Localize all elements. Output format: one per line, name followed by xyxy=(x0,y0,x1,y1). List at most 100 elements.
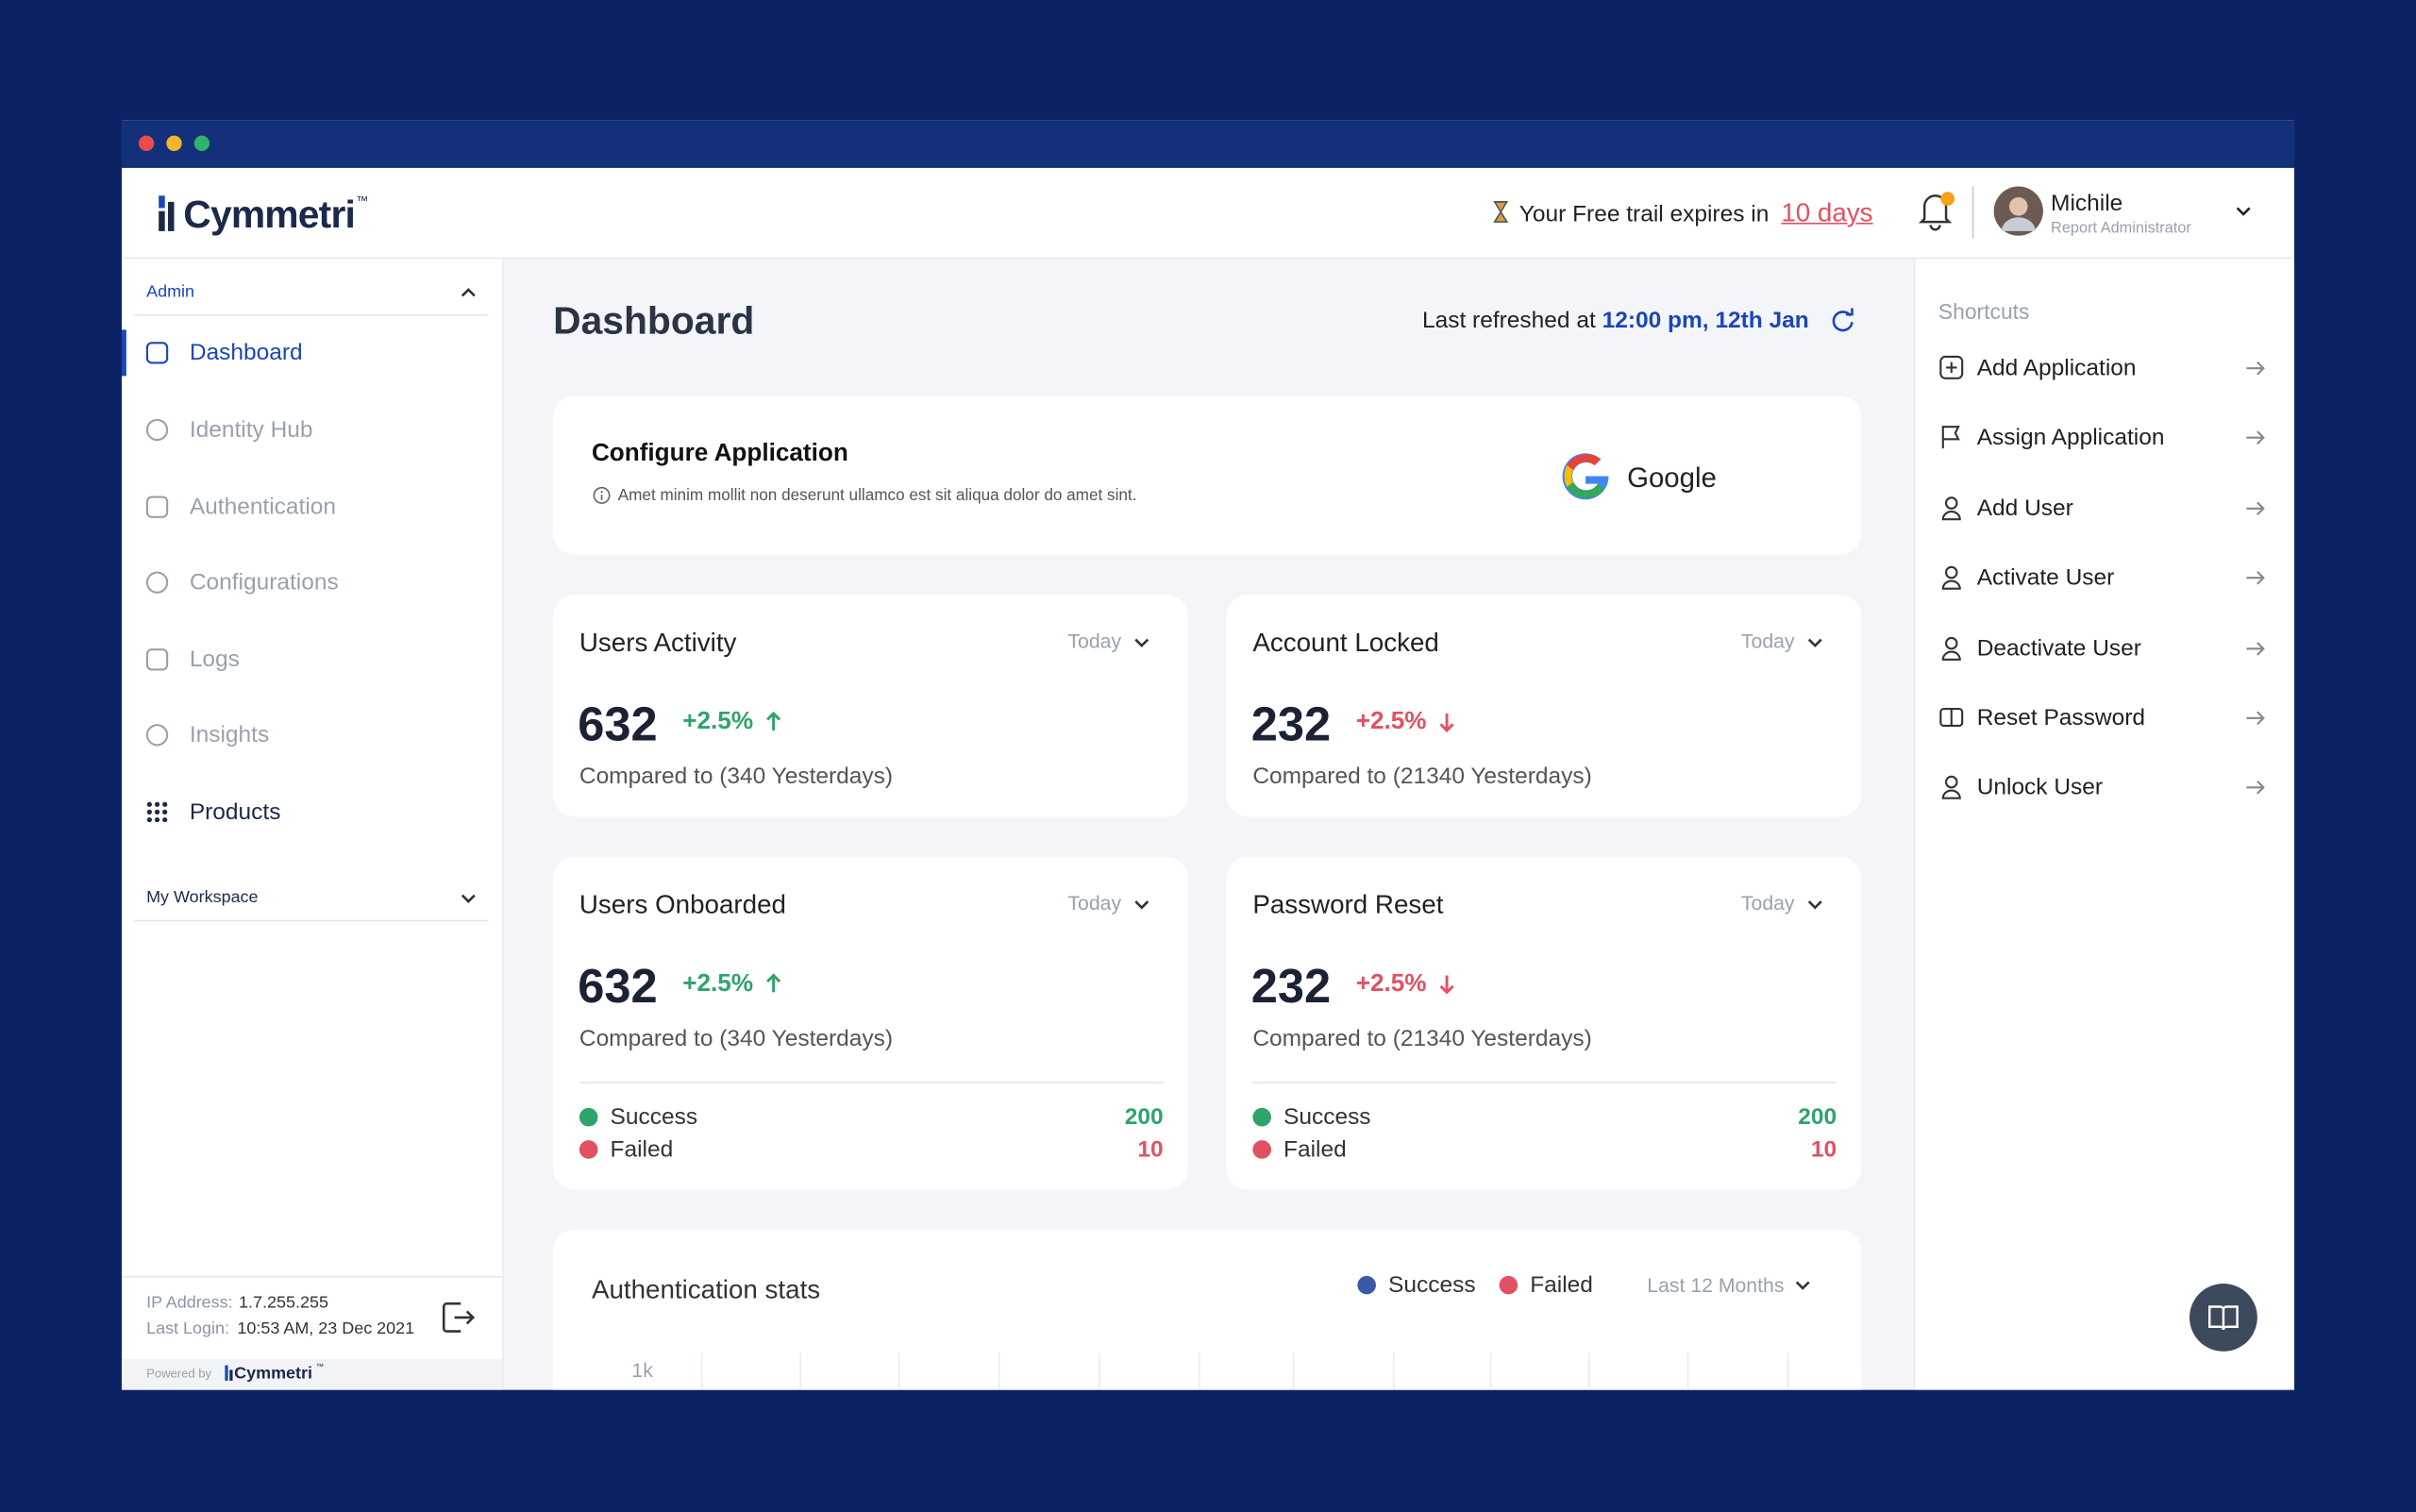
stat-card xyxy=(553,856,1188,1190)
shortcut-arrow[interactable] xyxy=(2246,361,2265,376)
provider-name[interactable]: Google xyxy=(1627,462,1717,494)
active-indicator xyxy=(121,329,126,377)
last-refreshed: Last refreshed at 12:00 pm, 12th Jan xyxy=(1422,309,1809,331)
compared-text: Compared to (21340 Yesterdays) xyxy=(1252,1025,1592,1052)
trend-arrow xyxy=(766,711,781,731)
grid-line xyxy=(1588,1352,1590,1390)
trend-arrow xyxy=(1439,975,1454,995)
failed-count: 10 xyxy=(1137,1136,1164,1163)
shortcut-item[interactable]: Add User xyxy=(1976,495,2073,522)
shortcuts-panel xyxy=(1913,259,2295,1390)
shortcut-arrow[interactable] xyxy=(2246,501,2265,516)
period-toggle[interactable] xyxy=(1134,899,1149,910)
shortcut-icon xyxy=(1941,426,1960,449)
period-dropdown[interactable]: Today xyxy=(1740,629,1795,653)
logo-text: Cymmetri xyxy=(183,193,356,237)
shortcut-item[interactable]: Activate User xyxy=(1976,564,2115,592)
shortcut-item[interactable]: Reset Password xyxy=(1976,704,2146,731)
browser-window: Cymmetri ™ Your Free trail expires in 10 da… xyxy=(121,120,2295,1390)
shortcut-arrow[interactable] xyxy=(2246,780,2265,795)
shortcut-icon xyxy=(1939,707,1964,728)
sidebar xyxy=(121,259,504,1390)
separator xyxy=(134,314,489,316)
user-name: Michile xyxy=(2051,190,2123,217)
user-menu-toggle[interactable] xyxy=(2236,207,2251,216)
nav-item[interactable]: Dashboard xyxy=(189,340,303,366)
stat-value: 232 xyxy=(1250,697,1332,751)
shortcut-arrow[interactable] xyxy=(2246,641,2265,656)
grid-line xyxy=(1489,1352,1492,1390)
trend-arrow xyxy=(766,973,781,993)
info-icon xyxy=(593,486,611,504)
period-toggle[interactable] xyxy=(1134,638,1149,647)
nav-item[interactable]: Configurations xyxy=(189,569,339,596)
stat-change: +2.5% xyxy=(1355,970,1427,998)
legend-dot xyxy=(1357,1275,1376,1295)
period-dropdown[interactable]: Last 12 Months xyxy=(1647,1273,1785,1297)
card-title: Users Activity xyxy=(579,628,737,658)
period-toggle[interactable] xyxy=(1807,899,1822,910)
nav-item[interactable]: Authentication xyxy=(189,494,337,521)
powered-trademark: ™ xyxy=(315,1363,324,1372)
shortcut-arrow[interactable] xyxy=(2246,711,2265,726)
grid-line xyxy=(898,1352,900,1390)
period-dropdown[interactable]: Today xyxy=(1067,629,1122,653)
separator xyxy=(121,1275,503,1278)
stat-change: +2.5% xyxy=(1355,709,1427,735)
card-title: Password Reset xyxy=(1252,889,1444,919)
nav-icon xyxy=(145,496,169,518)
trial-days[interactable]: 10 days xyxy=(1781,197,1873,227)
page-title: Dashboard xyxy=(553,299,755,344)
workspace-label[interactable]: My Workspace xyxy=(146,888,259,907)
legend-label[interactable]: Failed xyxy=(1530,1271,1593,1299)
workspace-expand[interactable] xyxy=(461,894,476,903)
failed-dot xyxy=(579,1140,598,1159)
shortcut-icon xyxy=(1941,496,1961,521)
shortcut-item[interactable]: Assign Application xyxy=(1976,424,2165,451)
nav-item[interactable]: Logs xyxy=(189,646,240,673)
shortcut-item[interactable]: Unlock User xyxy=(1976,774,2104,801)
stat-card xyxy=(1226,595,1862,817)
section-collapse[interactable] xyxy=(461,288,476,297)
powered-logo-icon xyxy=(225,1365,233,1381)
content: Cymmetri ™ Your Free trail expires in 10 da… xyxy=(121,120,2294,1390)
shortcut-item[interactable]: Add Application xyxy=(1976,355,2137,382)
grid-line xyxy=(1787,1352,1789,1390)
shortcut-icon xyxy=(1941,636,1961,661)
period-toggle[interactable] xyxy=(1795,1281,1810,1290)
refresh-button[interactable] xyxy=(1831,308,1855,333)
powered-bar xyxy=(121,1359,503,1390)
compared-text: Compared to (340 Yesterdays) xyxy=(579,763,894,790)
stat-card xyxy=(553,595,1188,817)
shortcut-icon xyxy=(1939,355,1964,379)
login-label: Last Login: xyxy=(146,1319,229,1338)
period-toggle[interactable] xyxy=(1807,638,1822,647)
shortcut-arrow[interactable] xyxy=(2246,430,2265,445)
grid-line xyxy=(1292,1352,1295,1390)
separator xyxy=(1252,1082,1837,1084)
card-title: Account Locked xyxy=(1252,628,1439,658)
help-book-button[interactable] xyxy=(2190,1284,2257,1352)
notification-bell[interactable] xyxy=(1918,191,1955,231)
nav-item[interactable]: Identity Hub xyxy=(189,416,313,444)
shortcut-arrow[interactable] xyxy=(2246,570,2265,585)
logo-trademark: ™ xyxy=(356,193,369,209)
trend-arrow xyxy=(1439,713,1454,732)
success-label: Success xyxy=(1284,1103,1371,1131)
stat-change: +2.5% xyxy=(682,709,754,735)
period-dropdown[interactable]: Today xyxy=(1740,891,1795,915)
stat-value: 232 xyxy=(1250,959,1332,1014)
nav-item[interactable]: Products xyxy=(189,798,281,826)
success-count: 200 xyxy=(1798,1103,1837,1131)
user-avatar[interactable] xyxy=(1993,186,2043,236)
period-dropdown[interactable]: Today xyxy=(1067,891,1122,915)
google-logo[interactable] xyxy=(1559,450,1612,503)
nav-item[interactable]: Insights xyxy=(189,721,270,748)
logout-button[interactable] xyxy=(441,1299,478,1336)
title-bar xyxy=(121,120,2295,168)
shortcut-item[interactable]: Deactivate User xyxy=(1976,635,2141,663)
login-value: 10:53 AM, 23 Dec 2021 xyxy=(237,1319,415,1338)
legend-label[interactable]: Success xyxy=(1388,1271,1476,1299)
refreshed-label: Last refreshed at xyxy=(1421,307,1596,334)
nav-icon xyxy=(145,342,169,364)
